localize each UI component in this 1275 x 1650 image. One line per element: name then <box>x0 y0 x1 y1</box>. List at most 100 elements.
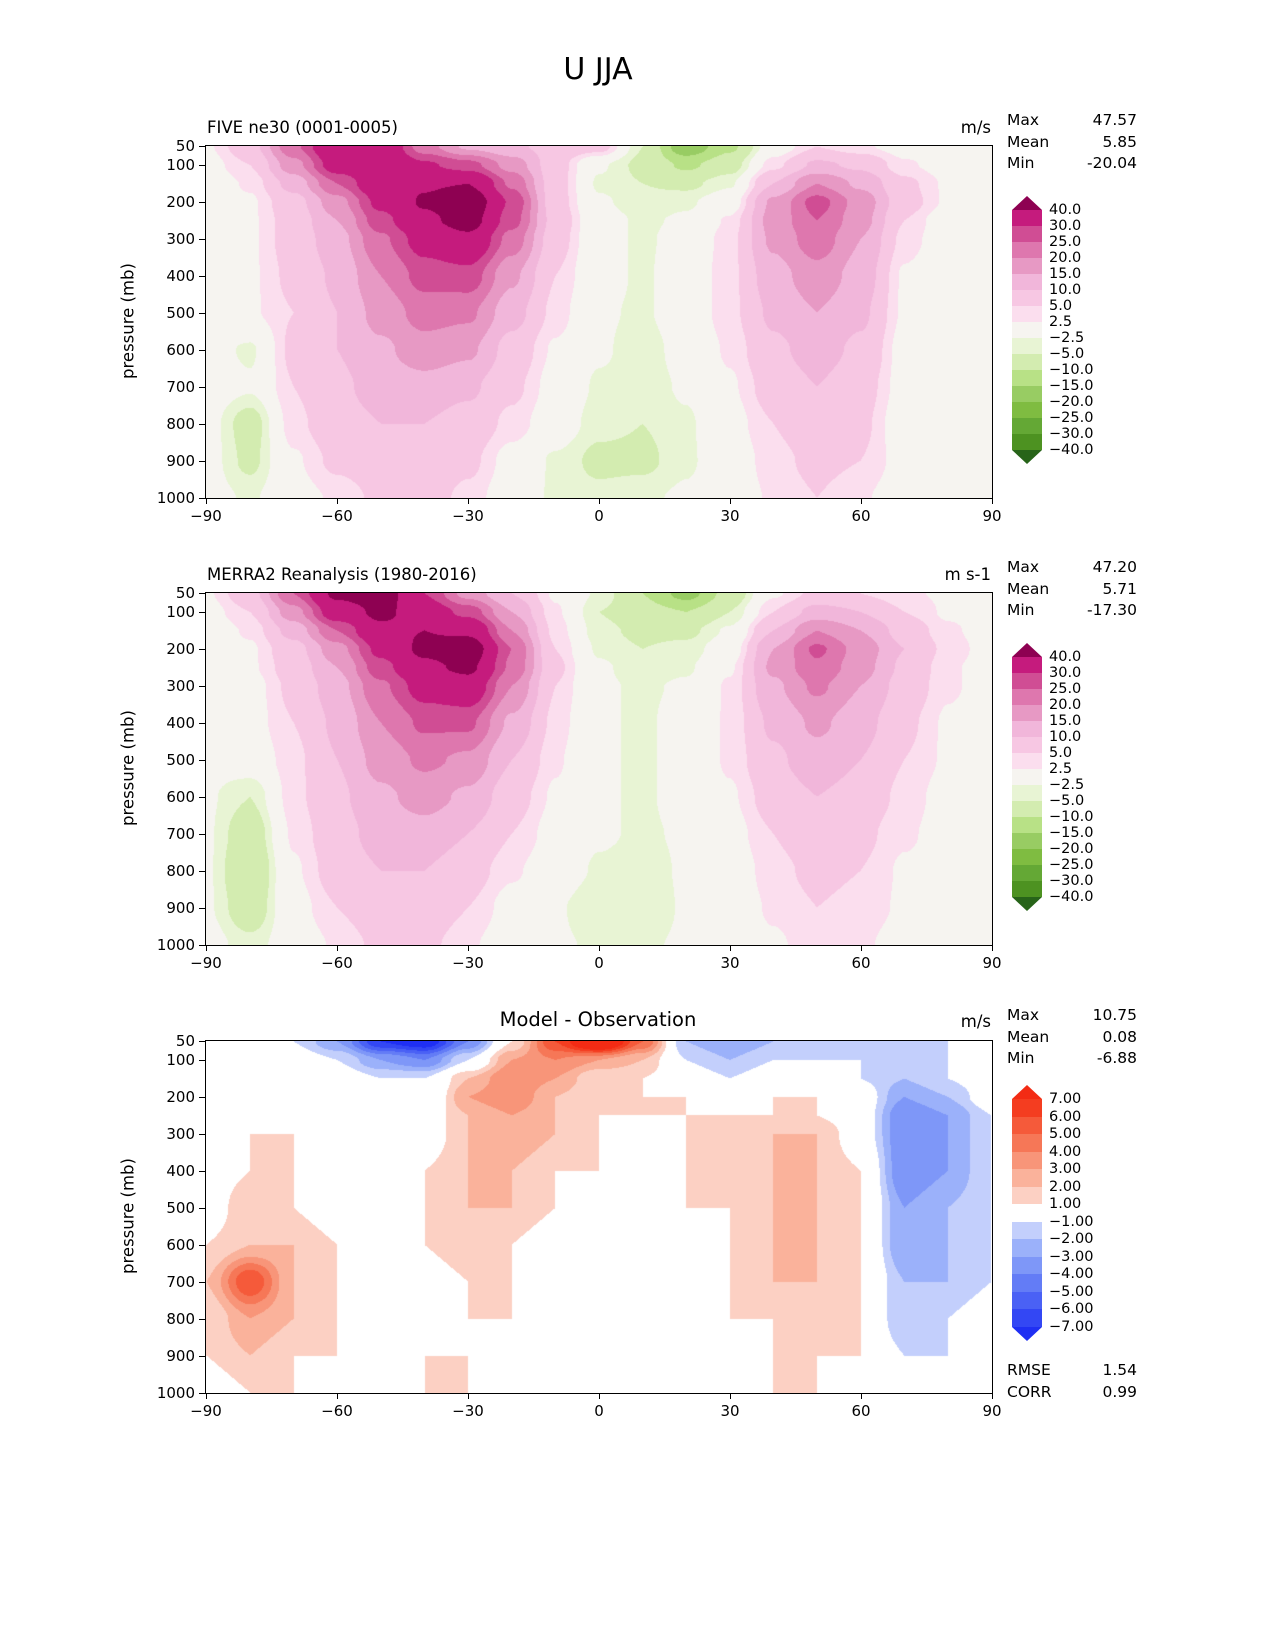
stat-corr: CORR 0.99 <box>1007 1382 1137 1401</box>
y-tick-label: 600 <box>166 787 195 806</box>
y-axis-label: pressure (mb) <box>118 1158 138 1274</box>
colorbar-segment <box>1012 1309 1042 1327</box>
x-tick-label: −90 <box>190 954 222 972</box>
colorbar-segment <box>1012 402 1042 418</box>
stat-max: Max 47.20 <box>1007 558 1137 576</box>
x-tick-mark <box>337 498 338 504</box>
skill-scores-block: RMSE 1.54 CORR 0.99 <box>1007 1360 1137 1403</box>
colorbar-tick-label: −20.0 <box>1049 841 1094 857</box>
colorbar-tick-label: −1.00 <box>1049 1213 1094 1230</box>
x-tick-mark <box>206 1393 207 1399</box>
y-tick-mark <box>199 1393 205 1394</box>
y-tick-label: 200 <box>166 192 195 211</box>
x-tick-label: 90 <box>982 1402 1002 1420</box>
x-tick-mark <box>468 945 469 951</box>
colorbar-segment <box>1012 817 1042 833</box>
colorbar-segment <box>1012 274 1042 290</box>
contour-plot-canvas <box>206 146 992 498</box>
colorbar-tick-label: −15.0 <box>1049 825 1094 841</box>
y-tick-label: 200 <box>166 639 195 658</box>
colorbar-tick-label: −30.0 <box>1049 873 1094 889</box>
x-tick-label: −90 <box>190 1402 222 1420</box>
colorbar-tick-label: −40.0 <box>1049 442 1094 458</box>
x-tick-mark <box>599 945 600 951</box>
y-tick-label: 900 <box>166 1346 195 1365</box>
x-tick-label: 0 <box>594 954 604 972</box>
figure-title: U JJA <box>563 52 633 87</box>
panel-title: FIVE ne30 (0001-0005) <box>207 118 398 137</box>
y-tick-mark <box>199 870 205 872</box>
y-tick-label: 600 <box>166 340 195 359</box>
y-tick-mark <box>199 423 205 425</box>
stat-rmse: RMSE 1.54 <box>1007 1361 1137 1379</box>
x-tick-mark <box>468 1393 469 1399</box>
units-label: m/s <box>960 118 991 137</box>
units-label: m/s <box>960 1012 991 1031</box>
colorbar-arrow-top <box>1012 1085 1042 1099</box>
x-tick-mark <box>206 945 207 951</box>
x-tick-mark <box>599 1393 600 1399</box>
colorbar-tick-label: −25.0 <box>1049 410 1094 426</box>
contour-plot-canvas <box>206 593 992 945</box>
colorbar-tick-label: −2.5 <box>1049 777 1085 793</box>
colorbar-segment <box>1012 865 1042 881</box>
colorbar-segment <box>1012 386 1042 402</box>
y-axis-label: pressure (mb) <box>118 710 138 826</box>
y-tick-label: 500 <box>166 303 195 322</box>
x-tick-label: −60 <box>321 954 353 972</box>
y-tick-mark <box>199 146 205 147</box>
contour-plot-canvas <box>206 1041 992 1393</box>
colorbar-tick-label: 20.0 <box>1049 250 1082 266</box>
x-tick-mark <box>861 498 862 504</box>
colorbar-tick-label: 3.00 <box>1049 1161 1082 1177</box>
x-tick-label: 30 <box>720 1402 740 1420</box>
colorbar-arrow-top <box>1012 643 1042 657</box>
colorbar-segment <box>1012 1239 1042 1257</box>
y-tick-mark <box>199 201 205 203</box>
x-tick-label: 0 <box>594 1402 604 1420</box>
y-tick-mark <box>199 685 205 687</box>
x-tick-mark <box>861 1393 862 1399</box>
x-tick-label: 90 <box>982 954 1002 972</box>
x-tick-label: −30 <box>452 954 484 972</box>
x-tick-mark <box>992 498 993 504</box>
colorbar-tick-label: −5.0 <box>1049 346 1085 362</box>
y-tick-label: 800 <box>166 1309 195 1328</box>
colorbar-tick-label: 2.5 <box>1049 314 1073 330</box>
colorbar-segment <box>1012 210 1042 226</box>
y-tick-label: 50 <box>175 584 195 602</box>
colorbar-segment <box>1012 833 1042 849</box>
colorbar-tick-label: −2.5 <box>1049 330 1085 346</box>
colorbar-segment <box>1012 753 1042 769</box>
colorbar-tick-label: −30.0 <box>1049 426 1094 442</box>
colorbar-segment <box>1012 290 1042 306</box>
colorbar-tick-label: −15.0 <box>1049 378 1094 394</box>
y-tick-mark <box>199 460 205 462</box>
colorbar-tick-label: 7.00 <box>1049 1091 1082 1107</box>
stat-mean: Mean 5.85 <box>1007 132 1137 151</box>
stats-block: Max 10.75 Mean 0.08 Min -6.88 <box>1007 1005 1137 1070</box>
colorbar-tick-label: 4.00 <box>1049 1143 1082 1160</box>
colorbar-segment <box>1012 1099 1042 1117</box>
colorbar-segment <box>1012 1151 1042 1169</box>
y-tick-mark <box>199 498 205 499</box>
colorbar-tick-label: −5.0 <box>1049 793 1085 809</box>
y-tick-mark <box>199 1041 205 1042</box>
colorbar-segment <box>1012 242 1042 258</box>
units-label: m s-1 <box>944 565 991 584</box>
colorbar-tick-label: −10.0 <box>1049 809 1094 825</box>
y-tick-label: 800 <box>166 414 195 433</box>
colorbar-segment <box>1012 1256 1042 1274</box>
colorbar-segment <box>1012 322 1042 338</box>
x-tick-mark <box>468 498 469 504</box>
y-tick-label: 600 <box>166 1235 195 1254</box>
colorbar-tick-label: 5.00 <box>1049 1126 1082 1142</box>
y-tick-label: 900 <box>166 451 195 470</box>
colorbar-tick-label: 15.0 <box>1049 266 1082 282</box>
stats-block: Max 47.57 Mean 5.85 Min -20.04 <box>1007 110 1137 175</box>
colorbar-tick-label: 30.0 <box>1049 218 1082 234</box>
stat-mean: Mean 5.71 <box>1007 579 1137 598</box>
y-tick-label: 300 <box>166 229 195 248</box>
x-tick-mark <box>992 945 993 951</box>
